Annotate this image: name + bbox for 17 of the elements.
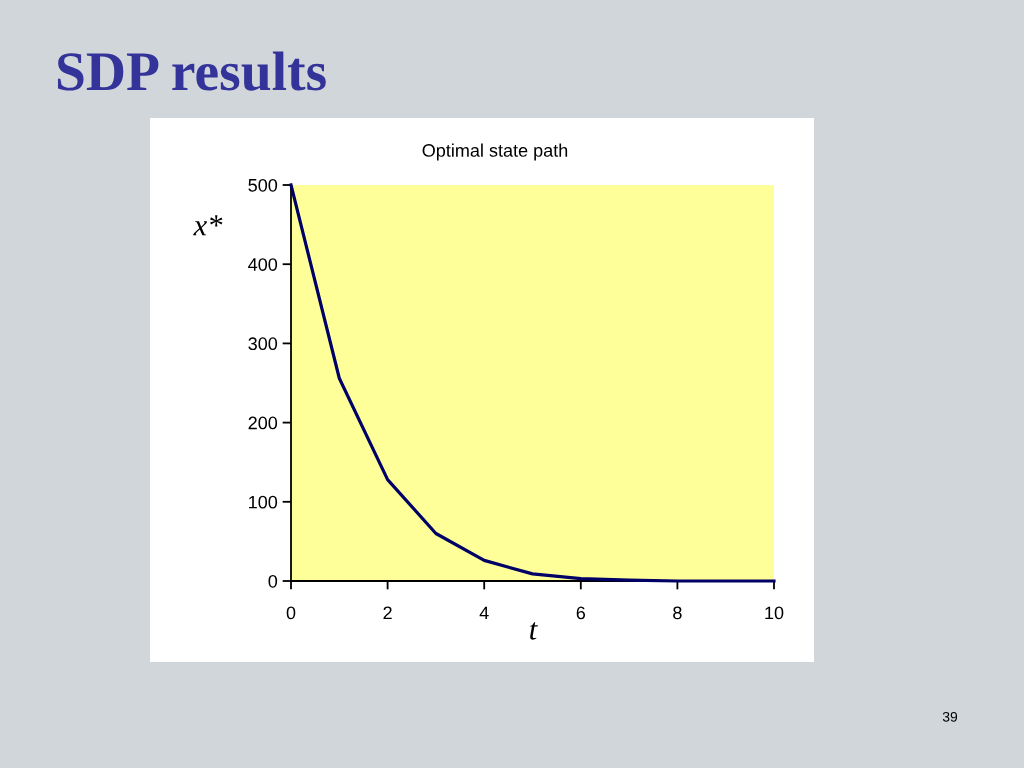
y-tick-label: 100 [249,495,278,509]
chart-title: SDP results [57,51,326,91]
y-tick-label: 500 [248,178,278,192]
chart-subtitle: Optimal state path [422,143,568,161]
x-tick-label: 6 [576,606,586,620]
y-tick-label: 300 [248,337,278,351]
x-tick-label: 8 [673,606,682,620]
x-axis-title: t [530,622,538,640]
x-tick-label: 2 [383,606,392,620]
text: 39 [942,711,958,722]
x-tick-label: 4 [479,606,489,620]
y-tick-label: 400 [248,258,278,271]
x-tick-label: 0 [286,606,296,620]
y-axis-title: x* [193,215,223,236]
y-tick-label: 200 [248,416,278,430]
y-tick-label: 0 [268,574,278,588]
x-tick-label: 10 [765,606,784,620]
